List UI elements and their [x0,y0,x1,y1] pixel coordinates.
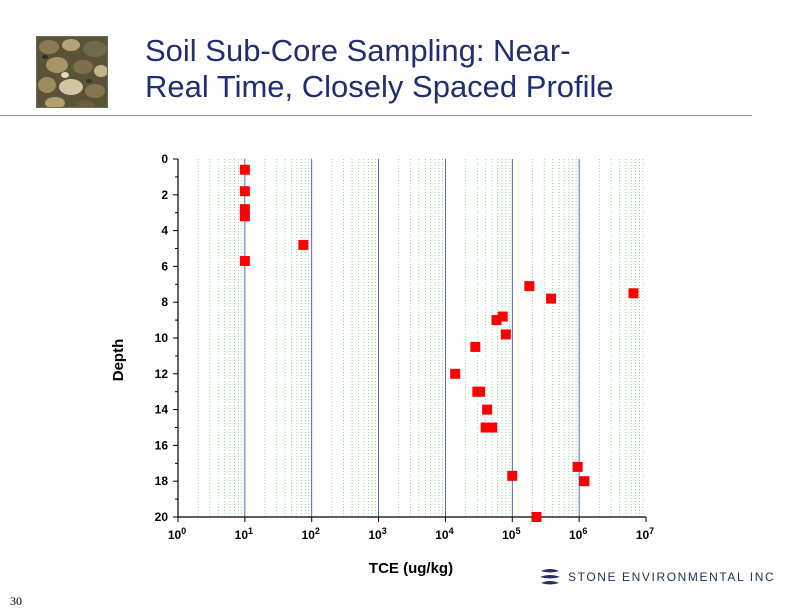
y-tick-label: 4 [161,224,168,238]
y-tick-label: 10 [155,331,169,345]
data-point [628,288,639,299]
x-tick-label: 106 [569,526,587,542]
y-tick-label: 8 [161,295,168,309]
x-tick-label: 105 [502,526,520,542]
y-tick-label: 16 [155,438,169,452]
data-point [239,164,250,175]
x-tick-label: 103 [368,526,386,542]
y-tick-label: 2 [161,188,168,202]
title-line-2: Real Time, Closely Spaced Profile [145,69,614,104]
data-point [491,315,502,326]
data-point [507,470,518,481]
data-point [482,404,493,415]
data-point [239,211,250,222]
y-tick-label: 20 [155,510,169,524]
slide-title: Soil Sub-Core Sampling: Near- Real Time,… [145,33,705,105]
data-point [524,281,535,292]
data-point [480,422,491,433]
y-tick-label: 14 [155,403,169,417]
x-tick-label: 101 [235,526,253,542]
data-point [500,329,511,340]
data-point [531,512,542,522]
data-point [579,476,590,487]
data-point [487,422,498,433]
title-divider [0,115,752,116]
stone-logo-icon [540,569,560,585]
company-logo: Stone Environmental Inc [538,566,774,590]
rock-thumbnail-icon [36,36,108,108]
data-point [475,386,486,397]
x-tick-label: 102 [302,526,320,542]
data-point [546,293,557,304]
x-tick-label: 100 [168,526,186,542]
data-point [239,256,250,267]
data-point [497,311,508,322]
data-point [239,204,250,215]
data-point [470,341,481,352]
data-point [239,186,250,197]
x-tick-label: 104 [435,526,453,542]
y-tick-label: 0 [161,152,168,166]
y-tick-label: 18 [155,474,169,488]
data-point [450,368,461,379]
x-tick-label: 107 [636,526,654,542]
y-tick-label: 6 [161,259,168,273]
y-tick-label: 12 [155,367,169,381]
title-line-1: Soil Sub-Core Sampling: Near- [145,33,571,68]
y-axis-title: Depth [110,339,127,382]
data-point [572,461,583,472]
page-number: 30 [10,594,22,608]
logo-text: Stone Environmental Inc [568,570,776,584]
x-axis-title: TCE (ug/kg) [369,560,453,577]
data-point [298,239,309,250]
